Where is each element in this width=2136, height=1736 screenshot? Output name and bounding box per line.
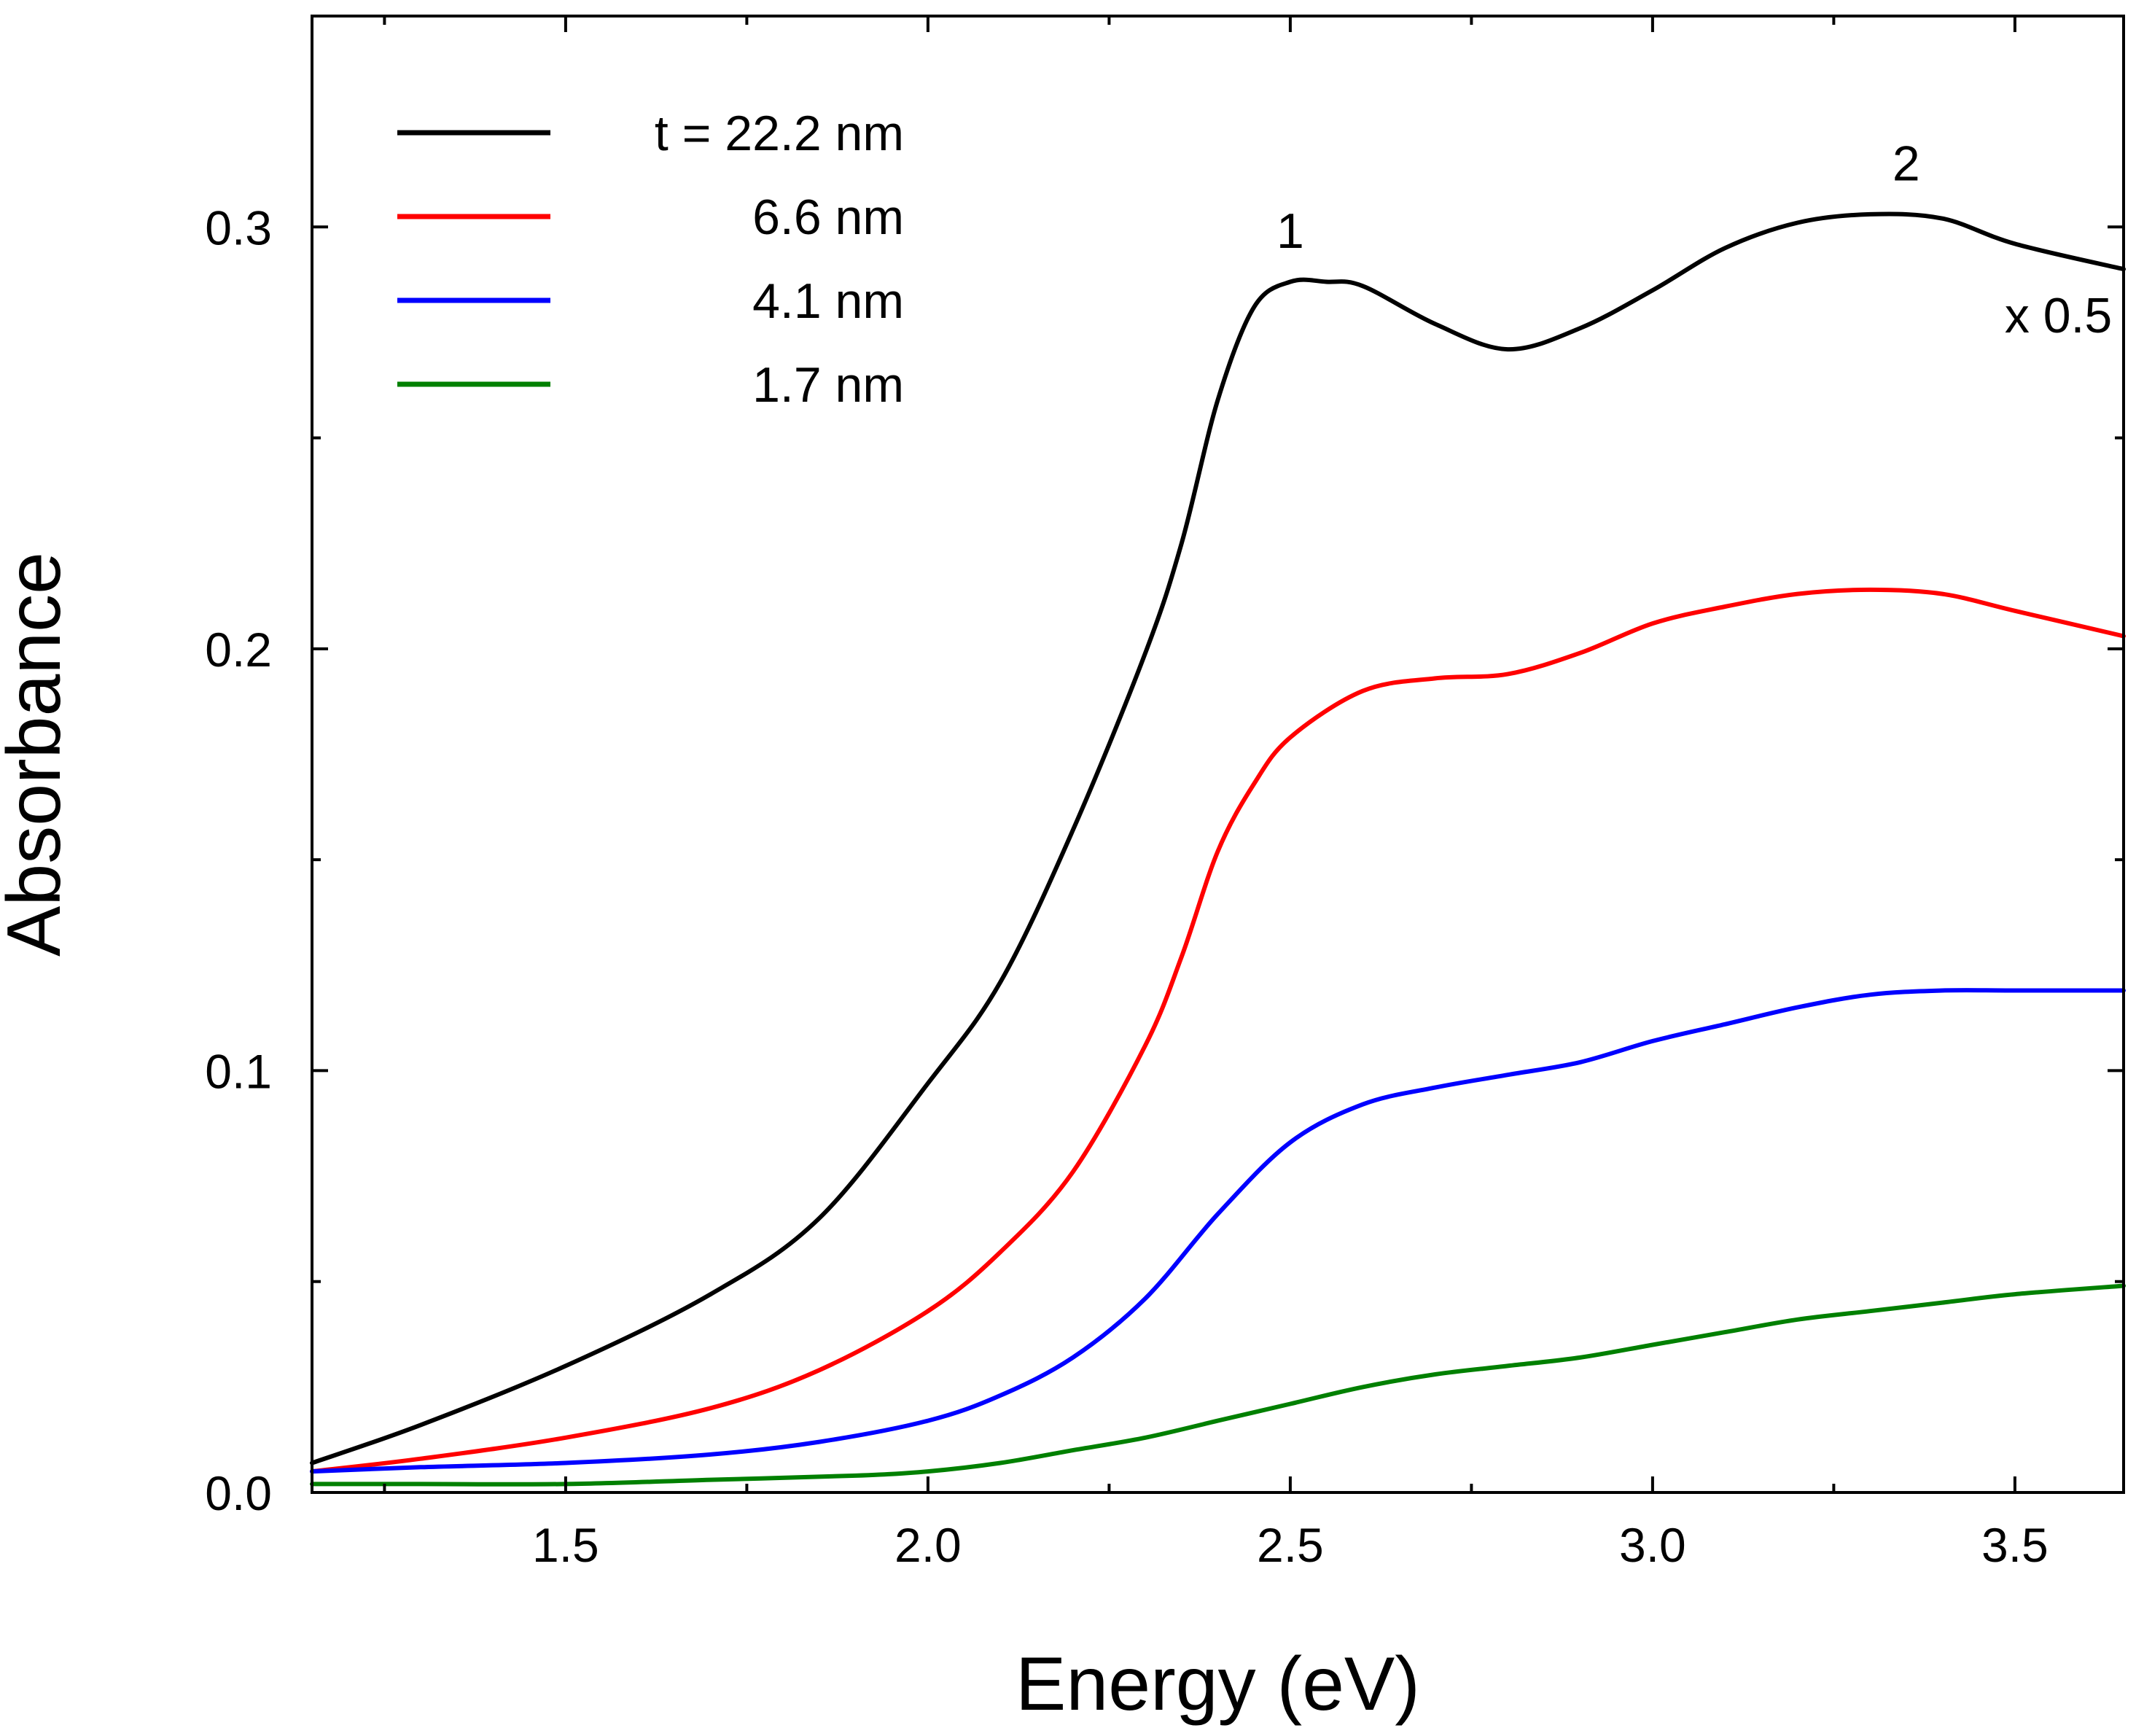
plot-frame: [311, 15, 2125, 1494]
y-tick-label: 0.0: [205, 1466, 272, 1520]
legend-label-1: t = 22.2 nm: [655, 106, 904, 161]
x-axis-title: Energy (eV): [1016, 1642, 1420, 1727]
y-axis-title: Absorbance: [0, 552, 77, 957]
annotation-label: x 0.5: [2005, 288, 2112, 343]
series-line-3: [310, 988, 2126, 1474]
legend-label-4: 1.7 nm: [752, 357, 904, 413]
x-tick-label: 2.5: [1257, 1518, 1324, 1572]
annotation-layer: 1 2 x 0.5: [1276, 136, 2112, 343]
legend-label-2: 6.6 nm: [752, 190, 904, 245]
x-tick-label: 2.0: [894, 1518, 962, 1572]
x-tick-label: 3.5: [1981, 1518, 2049, 1572]
series-layer: [310, 211, 2126, 1487]
x-tick-label: 3.0: [1619, 1518, 1686, 1572]
series-line-4: [310, 1283, 2126, 1487]
annotation-label: 2: [1893, 136, 1920, 192]
y-tick-label: 0.3: [205, 201, 272, 254]
series-line-1: [310, 211, 2126, 1466]
x-tick-label: 1.5: [532, 1518, 599, 1572]
legend: t = 22.2 nm 6.6 nm 4.1 nm 1.7 nm: [397, 106, 904, 413]
series-line-2: [310, 587, 2126, 1474]
annotation-label: 1: [1276, 203, 1304, 259]
y-tick-label: 0.1: [205, 1044, 272, 1098]
y-tick-label: 0.2: [205, 623, 272, 677]
tick-layer: 1.5 2.0 2.5 3.0 3.5 0.0 0.1 0.2 0.3: [205, 16, 2124, 1572]
legend-label-3: 4.1 nm: [752, 273, 904, 329]
